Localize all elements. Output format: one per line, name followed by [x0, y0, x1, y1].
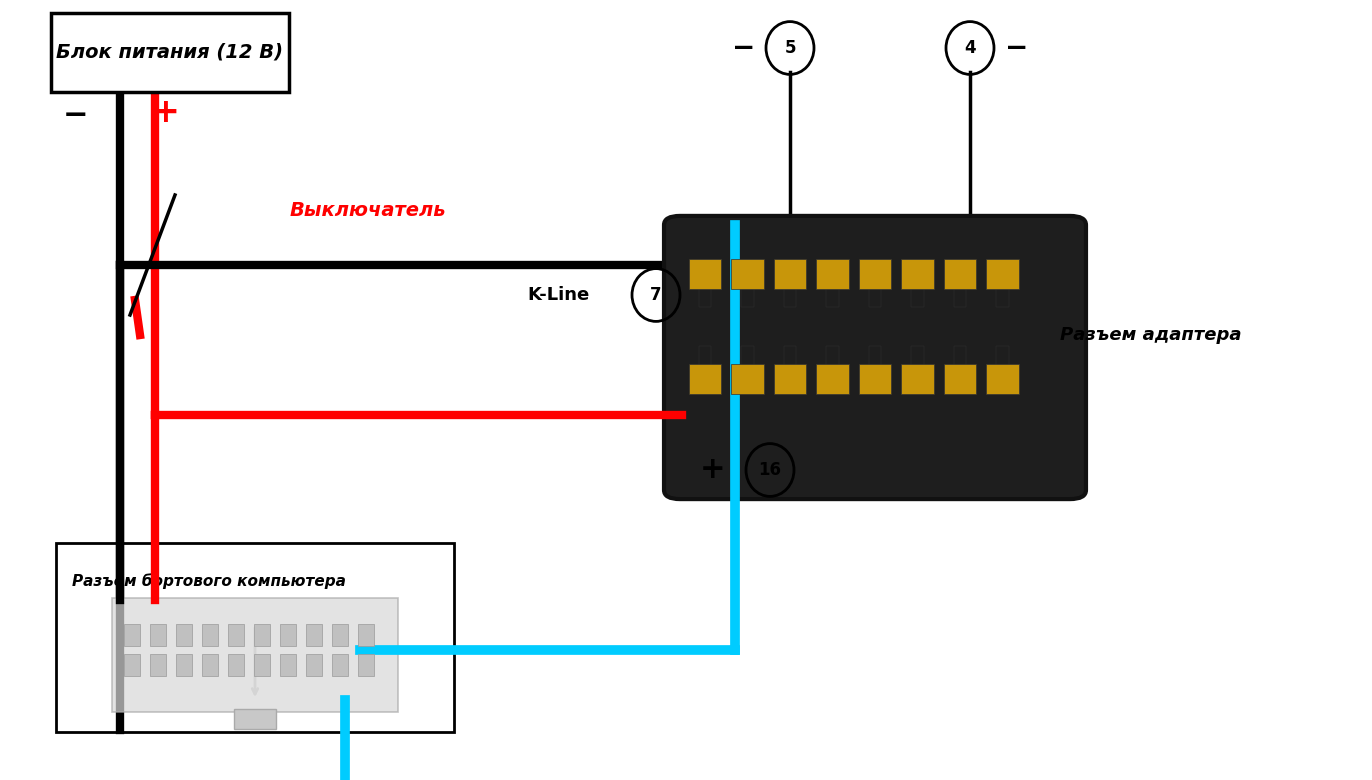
- FancyBboxPatch shape: [698, 346, 711, 366]
- FancyBboxPatch shape: [358, 654, 375, 675]
- FancyBboxPatch shape: [741, 287, 753, 307]
- FancyBboxPatch shape: [986, 259, 1019, 289]
- FancyBboxPatch shape: [176, 624, 192, 646]
- FancyBboxPatch shape: [996, 287, 1008, 307]
- FancyBboxPatch shape: [741, 346, 753, 366]
- FancyBboxPatch shape: [150, 624, 166, 646]
- FancyBboxPatch shape: [113, 598, 398, 711]
- FancyBboxPatch shape: [664, 216, 1087, 499]
- FancyBboxPatch shape: [731, 259, 764, 289]
- FancyBboxPatch shape: [954, 346, 966, 366]
- Text: Разъем адаптера: Разъем адаптера: [1061, 326, 1242, 344]
- FancyBboxPatch shape: [996, 346, 1008, 366]
- Text: 4: 4: [965, 39, 975, 57]
- Text: −: −: [731, 34, 755, 62]
- FancyBboxPatch shape: [689, 364, 722, 394]
- FancyBboxPatch shape: [698, 287, 711, 307]
- FancyBboxPatch shape: [774, 364, 807, 394]
- FancyBboxPatch shape: [901, 259, 934, 289]
- Text: Блок питания (12 В): Блок питания (12 В): [56, 43, 284, 62]
- FancyBboxPatch shape: [826, 346, 838, 366]
- FancyBboxPatch shape: [228, 624, 244, 646]
- Text: 7: 7: [650, 286, 661, 304]
- FancyBboxPatch shape: [986, 364, 1019, 394]
- FancyBboxPatch shape: [944, 364, 977, 394]
- FancyBboxPatch shape: [306, 654, 322, 675]
- FancyBboxPatch shape: [280, 624, 296, 646]
- FancyBboxPatch shape: [859, 259, 892, 289]
- FancyBboxPatch shape: [176, 654, 192, 675]
- FancyBboxPatch shape: [911, 346, 923, 366]
- Text: 16: 16: [759, 461, 782, 479]
- Text: K-Line: K-Line: [528, 286, 590, 304]
- FancyBboxPatch shape: [123, 654, 140, 675]
- FancyBboxPatch shape: [816, 364, 849, 394]
- FancyBboxPatch shape: [783, 346, 796, 366]
- FancyBboxPatch shape: [774, 259, 807, 289]
- FancyBboxPatch shape: [56, 543, 454, 732]
- Text: −: −: [62, 101, 88, 129]
- FancyBboxPatch shape: [150, 654, 166, 675]
- Text: 5: 5: [785, 39, 796, 57]
- FancyBboxPatch shape: [202, 624, 218, 646]
- FancyBboxPatch shape: [868, 346, 881, 366]
- FancyBboxPatch shape: [254, 654, 270, 675]
- FancyBboxPatch shape: [783, 287, 796, 307]
- FancyBboxPatch shape: [228, 654, 244, 675]
- FancyBboxPatch shape: [123, 624, 140, 646]
- FancyBboxPatch shape: [826, 287, 838, 307]
- FancyBboxPatch shape: [868, 287, 881, 307]
- FancyBboxPatch shape: [911, 287, 923, 307]
- Text: −: −: [1006, 34, 1028, 62]
- FancyBboxPatch shape: [901, 364, 934, 394]
- FancyBboxPatch shape: [358, 624, 375, 646]
- FancyBboxPatch shape: [731, 364, 764, 394]
- FancyBboxPatch shape: [233, 709, 276, 729]
- Text: +: +: [151, 95, 178, 129]
- FancyBboxPatch shape: [51, 12, 289, 92]
- FancyBboxPatch shape: [254, 624, 270, 646]
- FancyBboxPatch shape: [689, 259, 722, 289]
- FancyBboxPatch shape: [859, 364, 892, 394]
- FancyBboxPatch shape: [306, 624, 322, 646]
- FancyBboxPatch shape: [332, 654, 348, 675]
- Text: +: +: [700, 456, 724, 484]
- Text: Выключатель: Выключатель: [289, 200, 447, 219]
- FancyBboxPatch shape: [954, 287, 966, 307]
- Text: Разъем бортового компьютера: Разъем бортового компьютера: [71, 573, 346, 589]
- FancyBboxPatch shape: [816, 259, 849, 289]
- FancyBboxPatch shape: [280, 654, 296, 675]
- FancyBboxPatch shape: [332, 624, 348, 646]
- FancyBboxPatch shape: [202, 654, 218, 675]
- FancyBboxPatch shape: [944, 259, 977, 289]
